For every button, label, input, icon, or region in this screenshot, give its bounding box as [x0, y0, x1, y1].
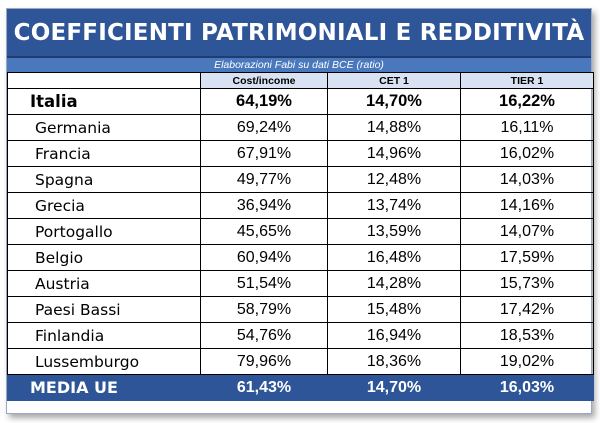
table-row: Germania 69,24% 14,88% 16,11% [7, 114, 594, 141]
table-row: Francia 67,91% 14,96% 16,02% [7, 140, 594, 167]
country-cell: Italia [7, 88, 201, 115]
country-cell: Spagna [7, 166, 201, 193]
tier1-cell: 16,22% [460, 88, 594, 115]
table-row: Austria 51,54% 14,28% 15,73% [7, 270, 594, 297]
tier1-cell: 14,07% [460, 218, 594, 245]
tier1-cell: 14,16% [460, 192, 594, 219]
cost-income-cell: 69,24% [200, 114, 328, 141]
ratios-table-card: COEFFICIENTI PATRIMONIALI E REDDITIVITÀ … [6, 8, 594, 414]
header-row: Cost/income CET 1 TIER 1 [7, 72, 594, 89]
header-cost-income: Cost/income [200, 72, 328, 89]
tier1-cell: 16,03% [460, 374, 594, 401]
cost-income-cell: 54,76% [200, 322, 328, 349]
cet1-cell: 14,96% [327, 140, 461, 167]
country-cell: Grecia [7, 192, 201, 219]
cet1-cell: 13,74% [327, 192, 461, 219]
cet1-cell: 18,36% [327, 348, 461, 375]
country-cell: Portogallo [7, 218, 201, 245]
country-cell: Lussemburgo [7, 348, 201, 375]
tier1-cell: 19,02% [460, 348, 594, 375]
cet1-cell: 15,48% [327, 296, 461, 323]
header-cet1: CET 1 [327, 72, 461, 89]
header-tier1: TIER 1 [460, 72, 594, 89]
table-row: Finlandia 54,76% 16,94% 18,53% [7, 322, 594, 349]
tier1-cell: 16,11% [460, 114, 594, 141]
table-row: Spagna 49,77% 12,48% 14,03% [7, 166, 594, 193]
table-row-highlight: Italia 64,19% 14,70% 16,22% [7, 88, 594, 115]
table-row: Paesi Bassi 58,79% 15,48% 17,42% [7, 296, 594, 323]
cost-income-cell: 49,77% [200, 166, 328, 193]
country-cell: Paesi Bassi [7, 296, 201, 323]
cost-income-cell: 64,19% [200, 88, 328, 115]
country-cell: Germania [7, 114, 201, 141]
cost-income-cell: 60,94% [200, 244, 328, 271]
cet1-cell: 14,28% [327, 270, 461, 297]
ratios-table: Cost/income CET 1 TIER 1 Italia 64,19% 14,… [7, 72, 594, 401]
country-cell: MEDIA UE [7, 374, 201, 401]
tier1-cell: 14,03% [460, 166, 594, 193]
tier1-cell: 18,53% [460, 322, 594, 349]
cost-income-cell: 45,65% [200, 218, 328, 245]
tier1-cell: 17,59% [460, 244, 594, 271]
table-row: Portogallo 45,65% 13,59% 14,07% [7, 218, 594, 245]
cet1-cell: 14,70% [327, 374, 461, 401]
cet1-cell: 13,59% [327, 218, 461, 245]
country-cell: Finlandia [7, 322, 201, 349]
cet1-cell: 16,48% [327, 244, 461, 271]
header-empty [7, 72, 201, 89]
cet1-cell: 14,88% [327, 114, 461, 141]
cost-income-cell: 58,79% [200, 296, 328, 323]
country-cell: Austria [7, 270, 201, 297]
cost-income-cell: 79,96% [200, 348, 328, 375]
table-row-average: MEDIA UE 61,43% 14,70% 16,03% [7, 374, 594, 401]
table-row: Lussemburgo 79,96% 18,36% 19,02% [7, 348, 594, 375]
cet1-cell: 16,94% [327, 322, 461, 349]
table-subtitle: Elaborazioni Fabi su dati BCE (ratio) [7, 58, 591, 72]
country-cell: Francia [7, 140, 201, 167]
tier1-cell: 15,73% [460, 270, 594, 297]
country-cell: Belgio [7, 244, 201, 271]
cost-income-cell: 67,91% [200, 140, 328, 167]
cost-income-cell: 61,43% [200, 374, 328, 401]
cet1-cell: 12,48% [327, 166, 461, 193]
table-row: Grecia 36,94% 13,74% 14,16% [7, 192, 594, 219]
cet1-cell: 14,70% [327, 88, 461, 115]
table-row: Belgio 60,94% 16,48% 17,59% [7, 244, 594, 271]
cost-income-cell: 51,54% [200, 270, 328, 297]
tier1-cell: 17,42% [460, 296, 594, 323]
table-title: COEFFICIENTI PATRIMONIALI E REDDITIVITÀ [7, 9, 591, 58]
cost-income-cell: 36,94% [200, 192, 328, 219]
tier1-cell: 16,02% [460, 140, 594, 167]
